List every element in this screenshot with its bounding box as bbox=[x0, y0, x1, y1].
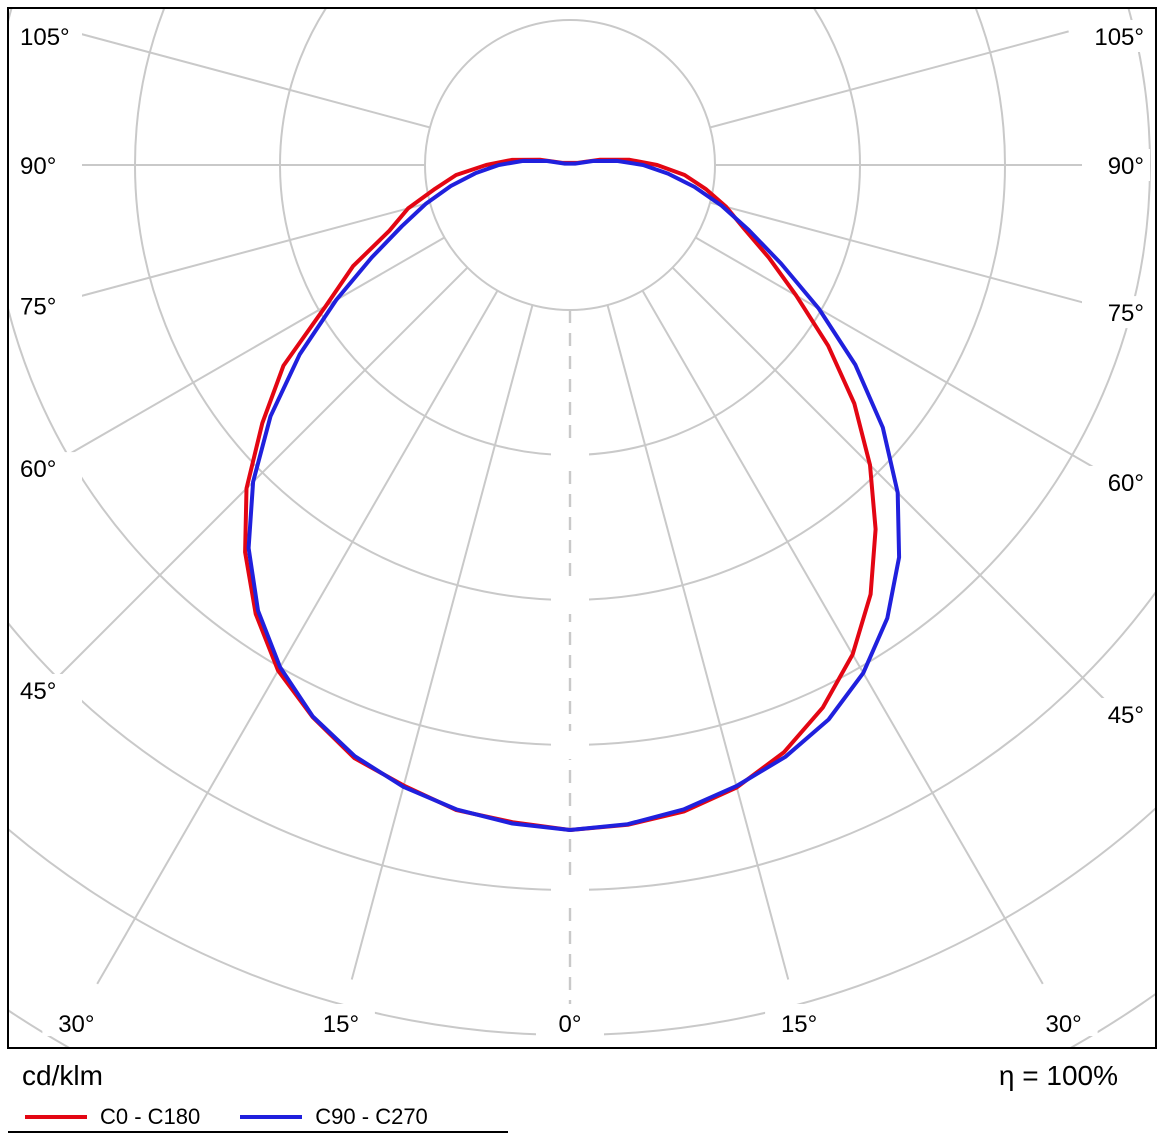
legend-label-c90-c270: C90 - C270 bbox=[315, 1104, 428, 1129]
grid-spoke bbox=[709, 201, 1102, 309]
angle-label: 45° bbox=[20, 678, 56, 705]
angle-label-bg bbox=[1029, 1004, 1098, 1036]
angle-label-bg bbox=[14, 674, 82, 706]
grid-spoke bbox=[641, 290, 1044, 985]
grid-spoke bbox=[671, 266, 1114, 709]
centerline-gap bbox=[551, 731, 589, 759]
angle-label-bg bbox=[1082, 149, 1150, 181]
angle-label-bg bbox=[14, 452, 82, 485]
angle-label-bg bbox=[1082, 465, 1150, 498]
centerline-gap bbox=[551, 441, 589, 469]
angle-label-bg bbox=[42, 1004, 111, 1036]
angle-label: 90° bbox=[1108, 153, 1144, 180]
grid-spoke bbox=[350, 304, 534, 980]
angle-label: 75° bbox=[20, 294, 56, 321]
units-label: cd/klm bbox=[22, 1060, 103, 1091]
angle-label: 75° bbox=[1108, 300, 1144, 327]
legend: C0 - C180 C90 - C270 bbox=[25, 1104, 428, 1130]
legend-line-blue-icon bbox=[240, 1115, 303, 1119]
grid-spoke bbox=[96, 290, 499, 985]
angle-label-bg bbox=[1082, 698, 1150, 730]
legend-underline bbox=[8, 1131, 508, 1133]
grid-spoke bbox=[62, 201, 431, 302]
plot-border bbox=[7, 7, 1157, 1049]
angle-label: 30° bbox=[58, 1011, 94, 1038]
angle-label-bg bbox=[536, 1004, 604, 1036]
angle-label: 15° bbox=[781, 1011, 817, 1038]
angle-label: 105° bbox=[1094, 24, 1144, 51]
centerline-gap bbox=[551, 586, 589, 614]
angle-label: 60° bbox=[1108, 470, 1144, 497]
angle-label-bg bbox=[765, 1004, 834, 1036]
curve-c0-c180 bbox=[243, 157, 878, 832]
angle-label-bg bbox=[14, 149, 82, 181]
angle-label-bg bbox=[14, 20, 82, 52]
angle-label: 45° bbox=[1108, 702, 1144, 729]
angle-label: 105° bbox=[20, 24, 70, 51]
centerline-gap bbox=[551, 876, 589, 904]
angle-label: 15° bbox=[323, 1011, 359, 1038]
grid-ring bbox=[9, 9, 1151, 746]
angle-label-bg bbox=[1082, 20, 1150, 52]
efficiency-label: η = 100% bbox=[998, 1060, 1118, 1091]
legend-item-c0-c180: C0 - C180 bbox=[25, 1104, 200, 1130]
angle-label-bg bbox=[14, 289, 82, 322]
curve-c90-c270 bbox=[246, 158, 902, 832]
angle-label-bg bbox=[1082, 296, 1150, 329]
angle-labels: 0° 15° 15° 30° 30° 45° 45° 60° 60° 75° 75° 90° 90° 10… bbox=[14, 20, 1150, 1038]
grid-spoke bbox=[71, 30, 431, 129]
legend-item-c90-c270: C90 - C270 bbox=[240, 1104, 428, 1130]
grid-spoke bbox=[695, 236, 1107, 476]
angle-label-bg bbox=[306, 1004, 375, 1036]
legend-label-c0-c180: C0 - C180 bbox=[100, 1104, 201, 1129]
angle-label: 30° bbox=[1045, 1011, 1081, 1038]
legend-line-red-icon bbox=[25, 1115, 87, 1119]
grid-spoke bbox=[606, 304, 790, 980]
curves bbox=[243, 157, 902, 832]
angle-label: 0° bbox=[559, 1011, 582, 1038]
grid-spoke bbox=[57, 236, 445, 462]
angle-label: 60° bbox=[20, 456, 56, 483]
grid-spoke bbox=[709, 30, 1069, 129]
grid-spoke bbox=[50, 266, 469, 685]
angle-label: 90° bbox=[20, 153, 56, 180]
